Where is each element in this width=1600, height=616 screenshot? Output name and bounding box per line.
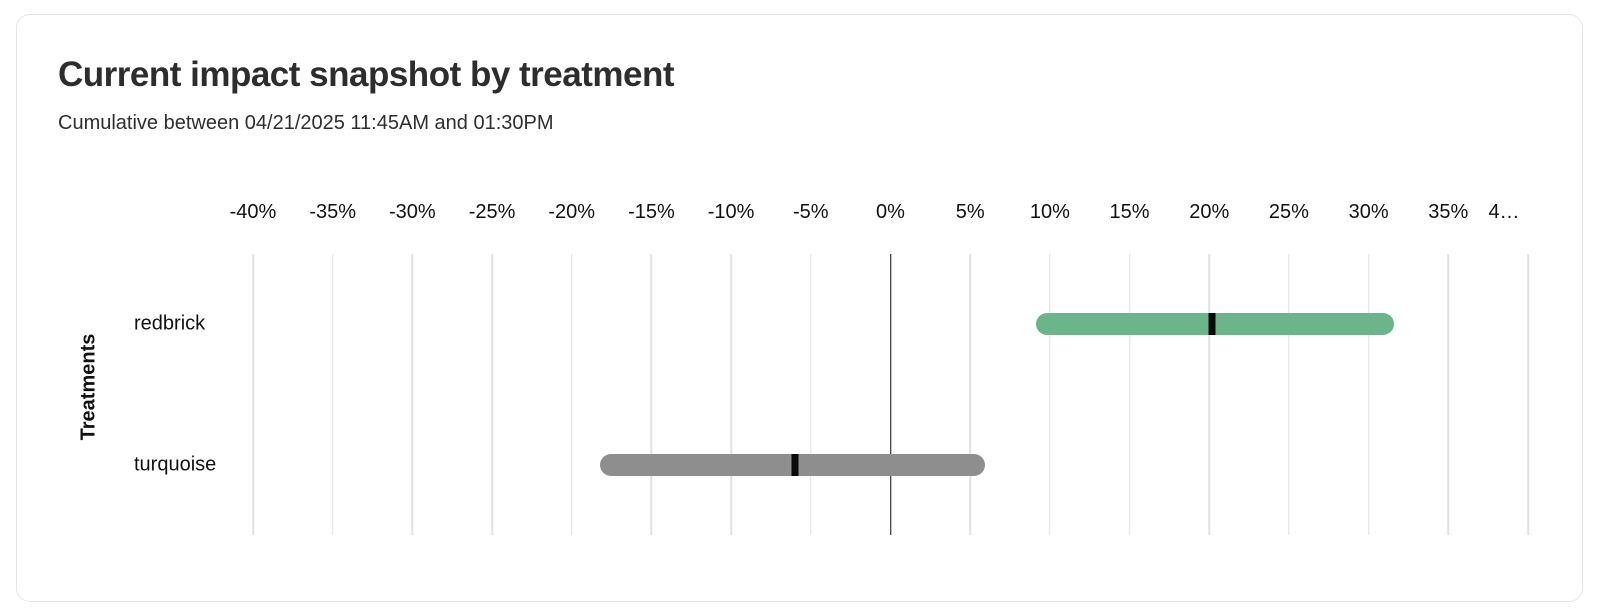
x-tick-label: -40% [229, 201, 277, 223]
x-tick-label: 20% [1189, 201, 1230, 223]
x-tick-label: -5% [793, 201, 829, 223]
gridline [491, 254, 493, 535]
x-tick-label: -10% [707, 201, 755, 223]
gridline [1527, 254, 1529, 535]
x-tick-label: -35% [309, 201, 357, 223]
gridline [411, 254, 414, 535]
point-estimate-marker-redbrick [1208, 313, 1216, 336]
x-tick-label: -25% [468, 201, 516, 223]
gridline [1288, 254, 1290, 535]
chart-title: Current impact snapshot by treatment [58, 55, 675, 94]
x-tick-label: 35% [1428, 201, 1469, 223]
x-tick-label: -15% [628, 201, 675, 223]
zero-axis-line [889, 254, 892, 535]
x-tick-label: 25% [1268, 201, 1309, 223]
category-label-redbrick: redbrick [134, 312, 206, 335]
x-tick-label: -20% [548, 201, 596, 223]
x-tick-label: 30% [1348, 201, 1389, 223]
x-tick-label: 10% [1029, 201, 1070, 223]
impact-chart: Treatments redbrick turquoise -40% -35% -30… [17, 15, 1582, 601]
category-labels: redbrick turquoise [134, 254, 249, 535]
gridline [1208, 254, 1210, 535]
gridline [650, 254, 653, 535]
gridline [730, 254, 732, 535]
y-axis-title: Treatments [77, 333, 100, 441]
plot-area [252, 254, 1529, 535]
gridline [571, 254, 573, 535]
category-label-turquoise: turquoise [134, 453, 217, 476]
x-tick-label: 4… [1488, 201, 1520, 223]
gridline [1049, 254, 1051, 535]
x-tick-label: -30% [389, 201, 436, 223]
point-estimate-marker-turquoise [791, 453, 799, 476]
gridline [1128, 254, 1131, 535]
x-tick-label: 15% [1109, 201, 1150, 223]
x-tick-label: 5% [955, 201, 985, 223]
gridline [1447, 254, 1450, 535]
x-tick-label: 0% [876, 201, 905, 223]
gridline [810, 254, 812, 535]
impact-snapshot-card: Current impact snapshot by treatment Cum… [16, 14, 1583, 602]
x-axis-tick-labels: -40% -35% -30% -25% -20% -15% -10% -5% 0% 5% 10% 15… [230, 201, 1528, 231]
gridline [331, 254, 334, 535]
chart-subtitle: Cumulative between 04/21/2025 11:45AM an… [58, 112, 554, 134]
gridline [969, 254, 971, 535]
gridline [252, 254, 254, 535]
gridline [1367, 254, 1370, 535]
